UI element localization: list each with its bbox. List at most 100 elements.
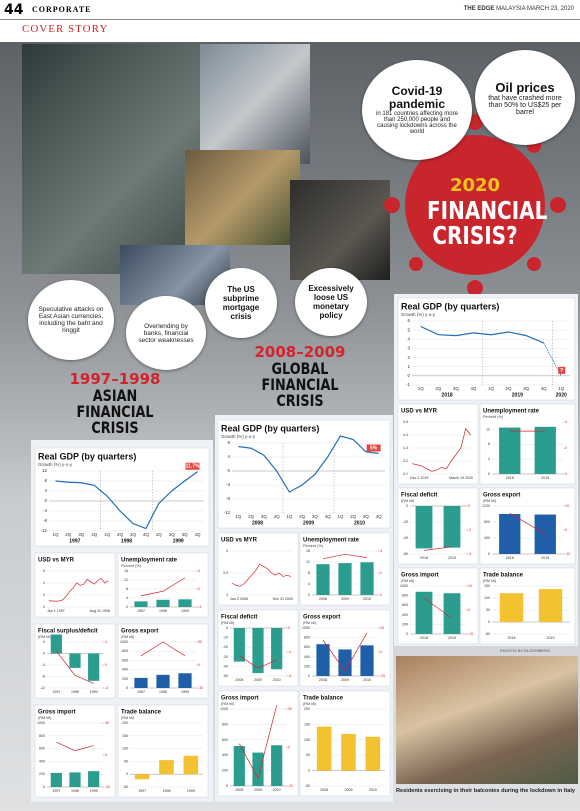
y-tick-label: 800 bbox=[222, 722, 228, 726]
y-tick-label: 1 bbox=[407, 364, 410, 369]
chart-card bbox=[217, 532, 299, 606]
x-tick-label: 2008 bbox=[319, 597, 327, 601]
y-tick-label: -12 bbox=[40, 686, 45, 690]
y-tick-label: 16 bbox=[124, 569, 128, 573]
bar bbox=[316, 644, 330, 676]
y-tick-label: -50 bbox=[305, 784, 310, 788]
x-tick-label: 4Q bbox=[195, 532, 202, 537]
y-tick-label: -4 bbox=[226, 482, 230, 487]
y-tick-label: 4 bbox=[407, 336, 410, 341]
x-tick-label: 1999 bbox=[90, 789, 98, 793]
y-tick-label: 12 bbox=[306, 560, 310, 564]
y-tick-label: -8 bbox=[42, 674, 45, 678]
chart-title: Gross import bbox=[221, 696, 259, 702]
bar bbox=[252, 752, 264, 786]
chart-title: Gross import bbox=[38, 710, 76, 716]
bar bbox=[360, 562, 374, 595]
bubble-body: in 181 countries affecting more than 250… bbox=[376, 110, 458, 135]
line bbox=[423, 597, 453, 619]
x-group-label: 2008 bbox=[252, 520, 263, 526]
x-group-label: 2020 bbox=[556, 392, 567, 398]
chart-card bbox=[217, 419, 391, 529]
x-tick-label: 2010 bbox=[363, 597, 371, 601]
y-tick-label: 50 bbox=[306, 753, 310, 757]
y2-tick-label: -4 bbox=[198, 605, 201, 609]
x-tick-label: 3Q bbox=[130, 532, 137, 537]
y-tick-label: -4 bbox=[43, 508, 47, 513]
line bbox=[420, 325, 544, 344]
x-tick-label: 2009 bbox=[341, 678, 349, 682]
y-tick-label: 200 bbox=[304, 664, 310, 668]
y-tick-label: -8 bbox=[226, 496, 230, 501]
x-group-label: 2018 bbox=[442, 392, 453, 398]
x-tick-label: 1Q bbox=[156, 532, 163, 537]
line bbox=[140, 577, 186, 597]
bar bbox=[134, 677, 148, 688]
oil-bubble: Oil prices that have crashed more than 5… bbox=[475, 50, 575, 145]
y2-tick-label: 0 bbox=[468, 504, 470, 508]
y2-tick-label: 4 bbox=[105, 640, 107, 644]
y-tick-label: 0 bbox=[126, 686, 128, 690]
x-tick-label: 2018 bbox=[420, 636, 428, 640]
y2-tick-label: -8 bbox=[288, 674, 291, 678]
bar bbox=[134, 774, 150, 780]
y-tick-label: 4.4 bbox=[403, 433, 408, 437]
bar bbox=[499, 514, 521, 554]
chart-title: Trade balance bbox=[303, 696, 344, 702]
y-tick-label: 400 bbox=[304, 655, 310, 659]
y-tick-label: 600 bbox=[402, 603, 408, 607]
x-tick-label: 1997 bbox=[137, 609, 145, 613]
crisis-years: 2020 bbox=[449, 175, 501, 196]
y-tick-label: -12 bbox=[223, 510, 230, 515]
kicker: COVER STORY bbox=[22, 23, 109, 35]
y2-tick-label: 2 bbox=[565, 446, 567, 450]
y2-tick-label: 0 bbox=[105, 663, 107, 667]
crisis-years: 1997–1998 bbox=[69, 370, 161, 388]
photo-italy bbox=[396, 656, 578, 784]
value-label-box bbox=[366, 444, 381, 452]
x-tick-label: 1Q bbox=[488, 386, 495, 391]
x-tick-label: 2019 bbox=[448, 636, 456, 640]
chart-subtitle: (RM bil) bbox=[483, 579, 497, 583]
y-tick-label: 1000 bbox=[37, 721, 45, 725]
chart-title: Unemployment rate bbox=[121, 558, 178, 564]
bar bbox=[178, 599, 192, 607]
x-tick-label: 2Q bbox=[506, 386, 513, 391]
chart-card bbox=[397, 403, 479, 485]
y2-tick-label: 10 bbox=[468, 584, 472, 588]
y2-tick-label: 20 bbox=[380, 626, 384, 630]
x-tick-label: 2010 bbox=[369, 788, 377, 792]
value-label: 5% bbox=[370, 445, 378, 451]
x-tick-label: 2008 bbox=[235, 788, 243, 792]
chart-title: Gross export bbox=[303, 615, 340, 621]
bar bbox=[271, 628, 283, 670]
y-tick-label: 8 bbox=[126, 587, 128, 591]
line bbox=[239, 705, 278, 780]
chart-subtitle: (RM bil) bbox=[483, 499, 497, 503]
x-tick-label: 1Q bbox=[235, 514, 242, 519]
y-tick-label: 200 bbox=[402, 622, 408, 626]
bubble-title: Covid-19 pandemic bbox=[388, 84, 445, 111]
y-tick-label: 2 bbox=[407, 355, 410, 360]
x-tick-label: 1999 bbox=[90, 690, 98, 694]
x-group-label: 2009 bbox=[303, 520, 314, 526]
y2-tick-label: 0 bbox=[288, 626, 290, 630]
cause-bubble: Excessively loose US monetary policy bbox=[295, 268, 367, 336]
x-tick-label: 2010 bbox=[273, 788, 281, 792]
y-tick-label: 0 bbox=[44, 498, 47, 503]
x-tick-label: 2018 bbox=[420, 556, 428, 560]
x-tick-label: 2008 bbox=[235, 678, 243, 682]
y-tick-label: 800 bbox=[304, 636, 310, 640]
x-tick-label: 4Q bbox=[143, 532, 150, 537]
bar bbox=[88, 771, 100, 787]
y-tick-label: 600 bbox=[304, 645, 310, 649]
y-tick-label: 4.5 bbox=[403, 420, 408, 424]
x-tick-label: 4Q bbox=[376, 514, 383, 519]
y2-tick-label: -4 bbox=[105, 686, 108, 690]
chart-subtitle: (RM bil) bbox=[401, 579, 415, 583]
bar bbox=[415, 591, 433, 634]
y2-tick-label: 4 bbox=[565, 420, 567, 424]
x-tick-label: Jan 1 1997 bbox=[47, 609, 65, 613]
x-tick-label: 4Q bbox=[274, 514, 281, 519]
